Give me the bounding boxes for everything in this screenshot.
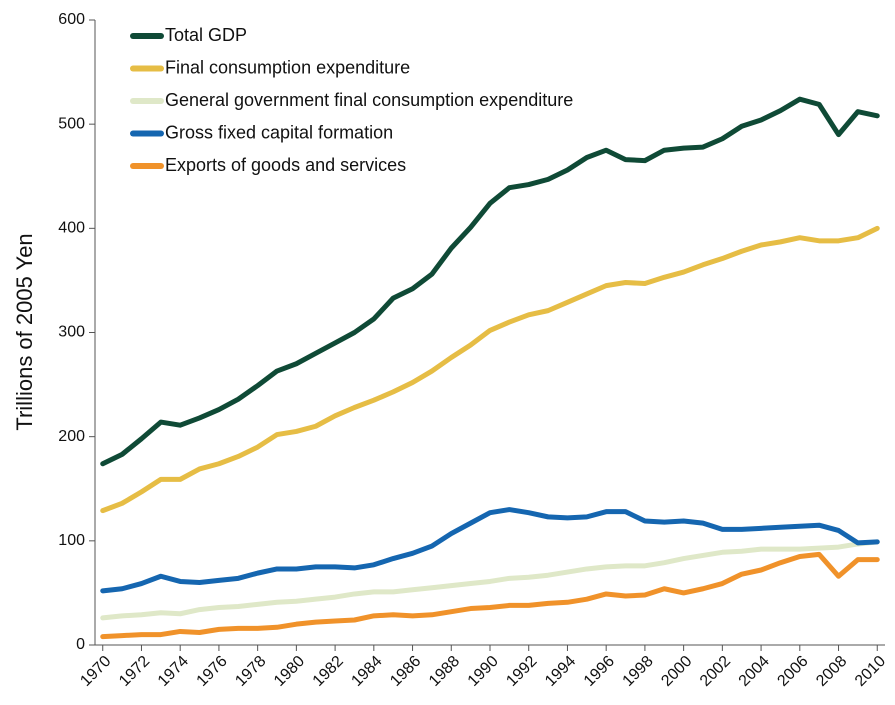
y-tick-label: 200: [58, 428, 85, 445]
x-tick-label: 2006: [774, 653, 811, 690]
x-tick-label: 1978: [232, 653, 269, 690]
x-tick-label: 1982: [310, 653, 347, 690]
x-tick-label: 1986: [387, 653, 424, 690]
legend-label: Total GDP: [165, 25, 247, 45]
y-tick-label: 100: [58, 532, 85, 549]
x-tick-label: 1994: [542, 653, 579, 690]
legend-label: General government final consumption exp…: [165, 90, 573, 110]
x-tick-label: 1988: [426, 653, 463, 690]
x-tick-label: 1980: [271, 653, 308, 690]
x-tick-label: 2008: [813, 653, 850, 690]
y-tick-label: 400: [58, 220, 85, 237]
y-axis-label: Trillions of 2005 Yen: [12, 233, 37, 430]
x-tick-label: 2010: [852, 653, 889, 690]
x-tick-label: 1972: [116, 653, 153, 690]
x-tick-label: 1990: [465, 653, 502, 690]
line-series: [100, 551, 880, 640]
x-tick-label: 2004: [736, 653, 773, 690]
x-tick-label: 1996: [581, 653, 618, 690]
y-tick-label: 300: [58, 324, 85, 341]
x-tick-label: 2000: [658, 653, 695, 690]
y-tick-label: 600: [58, 11, 85, 28]
line-series: [100, 539, 880, 621]
legend-label: Exports of goods and services: [165, 155, 406, 175]
x-tick-label: 1992: [503, 653, 540, 690]
x-tick-label: 1984: [348, 653, 385, 690]
x-tick-label: 1998: [620, 653, 657, 690]
x-tick-label: 2002: [697, 653, 734, 690]
x-tick-label: 1970: [77, 653, 114, 690]
y-tick-label: 0: [76, 636, 85, 653]
x-tick-label: 1974: [155, 653, 192, 690]
y-tick-label: 500: [58, 115, 85, 132]
line-series: [100, 507, 880, 594]
x-tick-label: 1976: [194, 653, 231, 690]
legend-label: Gross fixed capital formation: [165, 122, 393, 142]
legend-label: Final consumption expenditure: [165, 57, 410, 77]
line-series: [100, 96, 880, 467]
line-series: [100, 225, 880, 514]
